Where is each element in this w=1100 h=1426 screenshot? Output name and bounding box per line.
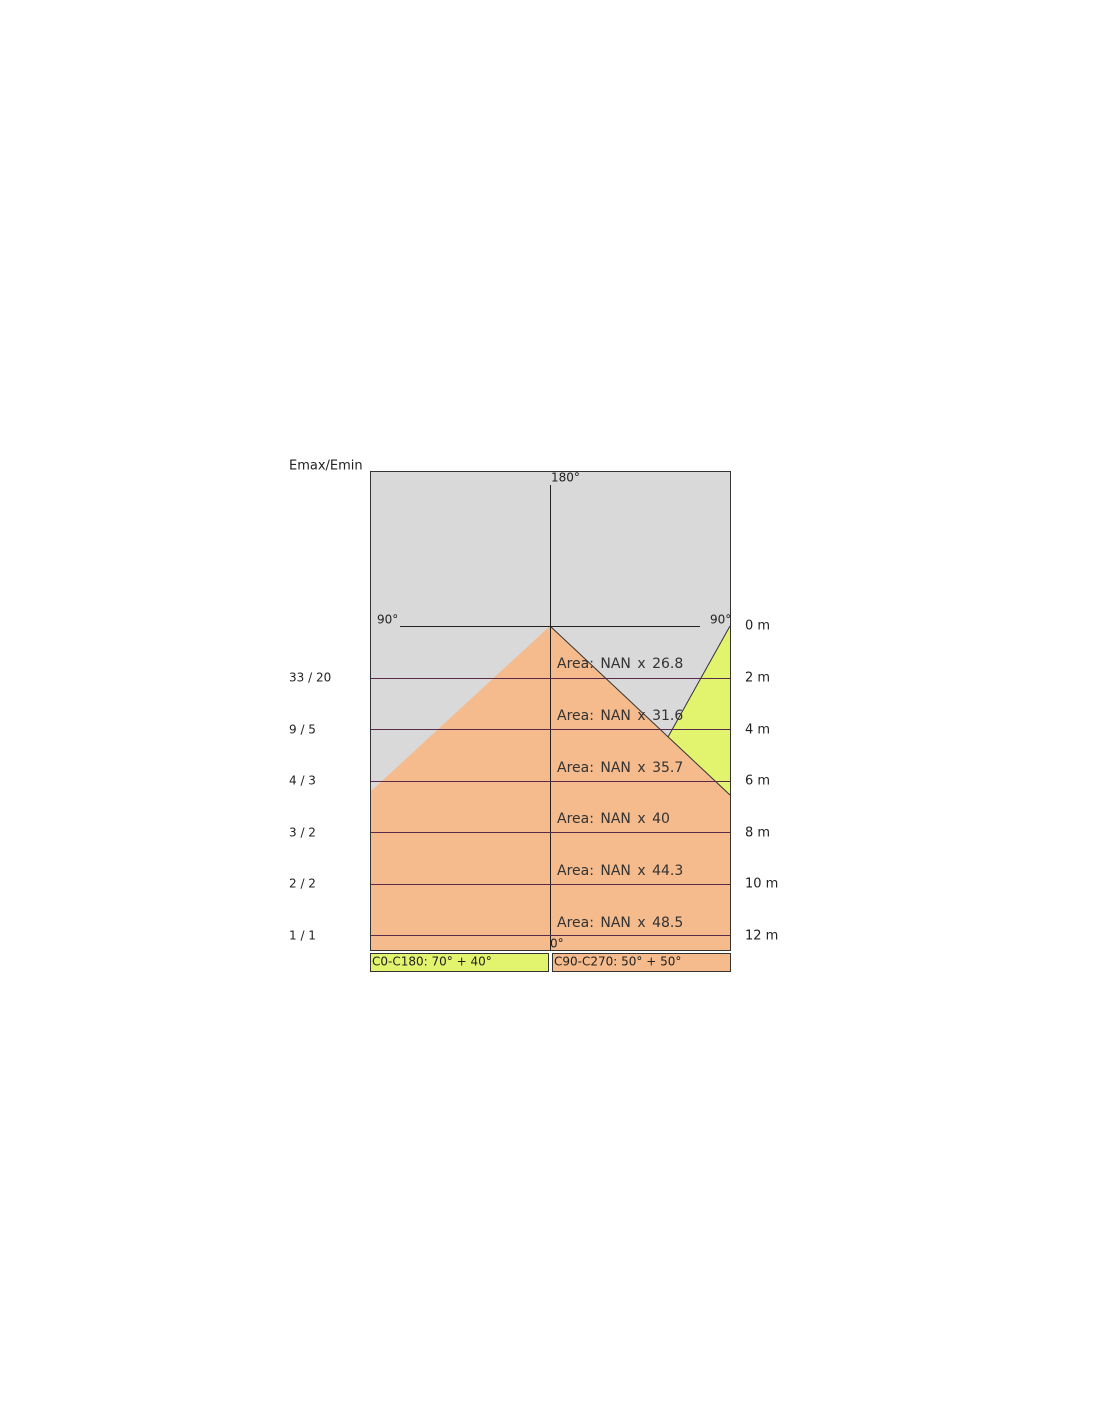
distance-label: 10 m	[745, 877, 778, 892]
area-label: Area: NAN x 26.8	[557, 656, 683, 672]
area-label: Area: NAN x 31.6	[557, 708, 683, 724]
ratio-label: 2 / 2	[289, 877, 316, 891]
ratio-label: 3 / 2	[289, 826, 316, 840]
area-label: Area: NAN x 48.5	[557, 915, 683, 931]
distance-label: 6 m	[745, 774, 770, 789]
angle-label: 90°	[710, 613, 731, 627]
c0-edge	[667, 625, 731, 738]
distance-label: 2 m	[745, 671, 770, 686]
area-label: Area: NAN x 35.7	[557, 760, 683, 776]
area-label: Area: NAN x 40	[557, 811, 670, 827]
distance-label: 12 m	[745, 929, 778, 944]
frame	[370, 471, 731, 951]
legend-swatch	[370, 953, 549, 972]
distance-label: 0 m	[745, 619, 770, 634]
c90-edge	[549, 625, 731, 796]
angle-label: 0°	[550, 937, 564, 951]
row-lines	[370, 678, 730, 936]
ratio-label: 9 / 5	[289, 723, 316, 737]
c0-region	[668, 626, 730, 795]
ratio-label: 1 / 1	[289, 929, 316, 943]
title: Emax/Emin	[289, 459, 363, 474]
area-label: Area: NAN x 44.3	[557, 863, 683, 879]
legend-label: C0-C180: 70° + 40°	[372, 955, 492, 969]
legend-label: C90-C270: 50° + 50°	[554, 955, 681, 969]
ratio-label: 33 / 20	[289, 671, 331, 685]
ratio-label: 4 / 3	[289, 774, 316, 788]
legend-swatch	[552, 953, 731, 972]
distance-label: 8 m	[745, 826, 770, 841]
angle-label: 180°	[551, 471, 580, 485]
angle-label: 90°	[377, 613, 398, 627]
distance-label: 4 m	[745, 723, 770, 738]
